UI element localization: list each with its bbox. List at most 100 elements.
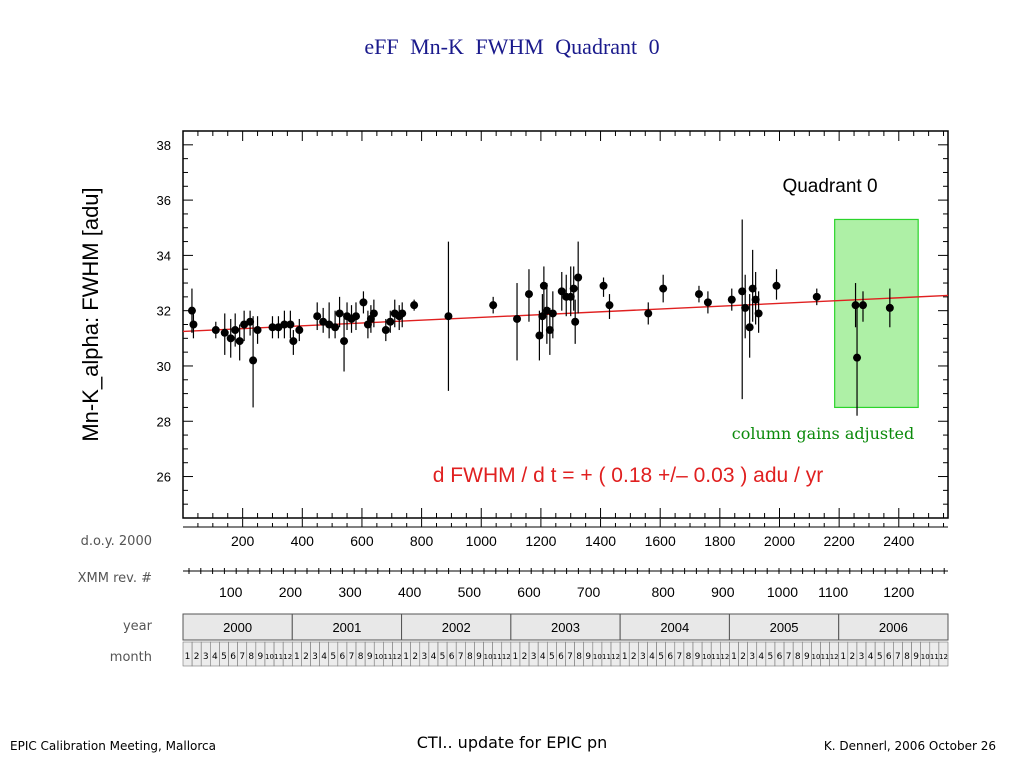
- month-label: 9: [913, 652, 919, 662]
- data-point: [738, 287, 747, 296]
- month-label: 10: [811, 653, 820, 661]
- data-point: [187, 306, 196, 315]
- data-point: [240, 320, 249, 329]
- data-point: [605, 301, 614, 310]
- data-point: [249, 356, 258, 365]
- month-label: 12: [502, 653, 511, 661]
- month-label: 4: [758, 652, 764, 662]
- data-point: [444, 312, 453, 321]
- y-tick-label: 26: [157, 470, 171, 485]
- year-label: 2003: [551, 620, 580, 635]
- footer-author-date: K. Dennerl, 2006 October 26: [823, 739, 996, 753]
- month-label: 7: [567, 652, 573, 662]
- month-label: 12: [393, 653, 402, 661]
- data-point: [295, 326, 304, 335]
- month-label: 8: [248, 652, 254, 662]
- month-label: 7: [458, 652, 464, 662]
- year-cell: [728, 613, 840, 641]
- y-tick-label: 32: [157, 304, 171, 319]
- doy-tick-label: 1000: [466, 533, 497, 549]
- data-point: [513, 314, 522, 323]
- month-label: 2: [740, 652, 746, 662]
- month-label: 12: [283, 653, 292, 661]
- month-label: 2: [850, 652, 856, 662]
- month-label: 11: [602, 653, 611, 661]
- month-label: 1: [403, 652, 409, 662]
- doy-axis-label: d.o.y. 2000: [81, 534, 152, 549]
- year-label: 2002: [442, 620, 471, 635]
- doy-tick-label: 400: [291, 533, 315, 549]
- data-point: [703, 298, 712, 307]
- year-cell: [619, 613, 730, 641]
- month-label: 3: [203, 652, 209, 662]
- data-point: [319, 317, 328, 326]
- month-label: 6: [886, 652, 892, 662]
- doy-tick-label: 1400: [585, 533, 616, 549]
- data-point: [535, 331, 544, 340]
- data-point: [280, 320, 289, 329]
- data-point: [274, 323, 283, 332]
- doy-tick-label: 2400: [883, 533, 914, 549]
- month-label: 2: [194, 652, 200, 662]
- footer-talk-title: CTI.. update for EPIC pn: [416, 733, 608, 752]
- month-label: 8: [904, 652, 910, 662]
- month-label: 12: [720, 653, 729, 661]
- data-point: [268, 323, 277, 332]
- month-label: 2: [522, 652, 528, 662]
- month-label: 5: [658, 652, 664, 662]
- rev-tick-label: 600: [517, 584, 541, 600]
- month-label: 4: [431, 652, 437, 662]
- doy-tick-label: 1800: [704, 533, 735, 549]
- year-label: 2005: [770, 620, 799, 635]
- y-tick-label: 38: [157, 138, 171, 153]
- month-axis-label: month: [110, 650, 152, 665]
- data-point: [812, 292, 821, 301]
- fit-rate-label: d FWHM / d t = + ( 0.18 +/– 0.03 ) adu /…: [433, 464, 823, 487]
- month-label: 1: [622, 652, 628, 662]
- month-label: 12: [611, 653, 620, 661]
- data-point: [885, 303, 894, 312]
- data-point: [754, 309, 763, 318]
- month-label: 6: [449, 652, 455, 662]
- month-label: 1: [513, 652, 519, 662]
- y-axis-ticks: 26 28 30 32 34 36 38: [157, 138, 948, 505]
- month-label: 6: [558, 652, 564, 662]
- month-label: 5: [221, 652, 227, 662]
- month-label: 11: [274, 653, 283, 661]
- month-label: 12: [939, 653, 948, 661]
- month-label: 4: [868, 652, 874, 662]
- month-label: 10: [921, 653, 930, 661]
- data-point: [566, 292, 575, 301]
- doy-tick-label: 2200: [824, 533, 855, 549]
- month-label: 3: [531, 652, 537, 662]
- data-point: [369, 309, 378, 318]
- month-label: 12: [830, 653, 839, 661]
- month-label: 8: [795, 652, 801, 662]
- y-tick-label: 34: [157, 248, 171, 263]
- month-label: 8: [686, 652, 692, 662]
- month-label: 1: [731, 652, 737, 662]
- footer-meeting: EPIC Calibration Meeting, Mallorca: [10, 739, 217, 753]
- month-label: 6: [230, 652, 236, 662]
- year-label: 2006: [879, 620, 908, 635]
- data-point: [694, 290, 703, 299]
- data-point: [539, 281, 548, 290]
- month-label: 2: [303, 652, 309, 662]
- year-label: 2004: [660, 620, 689, 635]
- data-point: [542, 306, 551, 315]
- month-label: 4: [540, 652, 546, 662]
- data-point: [410, 301, 419, 310]
- month-label: 7: [349, 652, 355, 662]
- month-label: 8: [358, 652, 364, 662]
- doy-tick-label: 1200: [525, 533, 556, 549]
- data-point: [859, 301, 867, 310]
- rev-axis-label: XMM rev. #: [78, 571, 152, 586]
- data-point: [569, 284, 578, 293]
- data-point: [235, 337, 244, 346]
- month-label: 10: [265, 653, 274, 661]
- data-point: [351, 312, 360, 321]
- rev-tick-label: 500: [458, 584, 482, 600]
- month-label: 11: [383, 653, 392, 661]
- rev-tick-label: 300: [338, 584, 362, 600]
